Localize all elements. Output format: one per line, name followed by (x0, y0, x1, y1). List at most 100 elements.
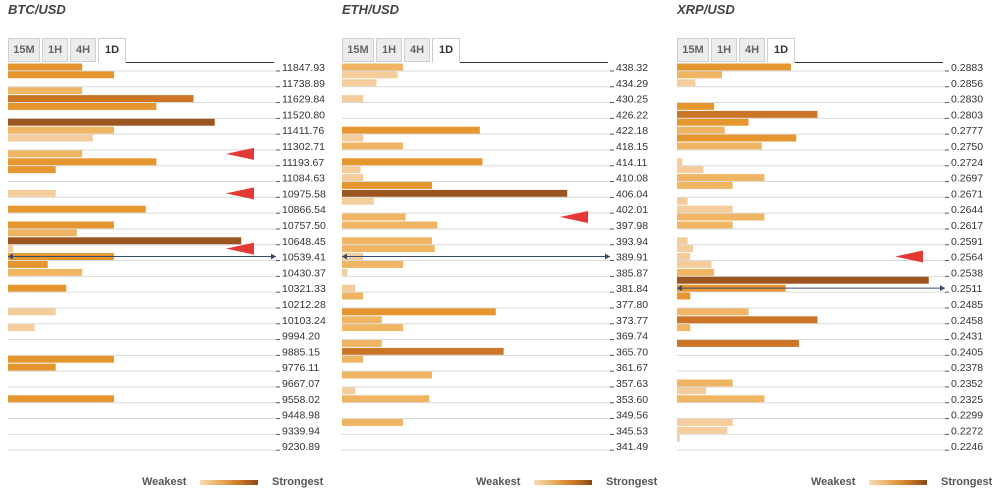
y-tick-label: 361.67 (616, 362, 648, 374)
tab-4h[interactable]: 4H (404, 38, 430, 62)
y-tick-label: 0.2352 (951, 378, 983, 390)
confluence-bar (8, 158, 157, 166)
confluence-bar (8, 268, 83, 276)
y-tick-label: 10975.58 (282, 188, 326, 200)
confluence-bar (677, 419, 733, 426)
confluence-bar (677, 158, 683, 166)
y-tick-label: 0.2511 (951, 283, 982, 295)
confluence-bar (342, 71, 398, 79)
y-tick-label: 393.94 (616, 236, 648, 248)
confluence-bar (342, 292, 364, 300)
confluence-bar (677, 253, 691, 260)
y-tick-label: 11302.71 (282, 141, 325, 153)
y-tick-label: 0.2697 (951, 173, 983, 185)
tab-15m[interactable]: 15M (8, 38, 40, 62)
y-tick-label: 426.22 (616, 109, 648, 121)
y-tick-label: 0.2883 (951, 62, 983, 74)
level-arrow (226, 187, 254, 200)
confluence-bar (342, 79, 377, 87)
confluence-bar (8, 245, 14, 253)
tab-1h[interactable]: 1H (42, 38, 68, 62)
confluence-bar (8, 189, 56, 197)
confluence-bar (677, 387, 707, 395)
confluence-bar (677, 308, 749, 316)
confluence-bar (342, 63, 403, 71)
confluence-bar (8, 166, 56, 174)
confluence-bar (677, 110, 818, 118)
y-tick-label: 0.2591 (951, 236, 983, 248)
confluence-bar (342, 308, 496, 316)
confluence-bar (8, 221, 114, 229)
confluence-bar (342, 387, 356, 395)
confluence-bar (342, 324, 403, 332)
eth-chart: 438.32 434.29 430.25 426.22 422.18 418.15 414.… (342, 62, 648, 453)
tab-4h[interactable]: 4H (739, 38, 765, 62)
confluence-bar (677, 324, 691, 332)
y-tick-label: 353.60 (616, 394, 648, 406)
tab-1d[interactable]: 1D (98, 38, 126, 63)
y-tick-label: 341.49 (616, 441, 648, 453)
current-price-marker-left (677, 285, 682, 292)
y-tick-label: 9448.98 (282, 410, 320, 422)
y-tick-label: 0.2830 (951, 94, 983, 106)
y-tick-label: 11738.89 (282, 78, 325, 90)
legend-weakest: Weakest (811, 476, 856, 488)
tab-1h[interactable]: 1H (711, 38, 737, 62)
tab-1d[interactable]: 1D (767, 38, 795, 63)
confluence-bar (677, 276, 929, 284)
confluence-bar (342, 237, 433, 245)
confluence-bar (677, 221, 733, 229)
confluence-bar (342, 189, 568, 197)
confluence-bar (342, 158, 483, 166)
y-tick-label: 11193.67 (282, 157, 324, 169)
y-tick-label: 10757.50 (282, 220, 326, 232)
legend-strongest: Strongest (272, 476, 324, 488)
panel-title: BTC/USD (8, 2, 66, 17)
panel-title: XRP/USD (677, 2, 735, 17)
confluence-bar (677, 245, 693, 253)
y-tick-label: 0.2272 (951, 425, 983, 437)
current-price-marker-left (342, 253, 347, 260)
legend-gradient (534, 480, 592, 485)
confluence-bar (677, 103, 715, 110)
tab-4h[interactable]: 4H (70, 38, 96, 62)
confluence-bar (677, 197, 688, 205)
confluence-bar (8, 118, 215, 126)
confluence-bar (8, 237, 242, 245)
y-tick-label: 0.2431 (951, 331, 983, 343)
y-tick-label: 11847.93 (282, 62, 325, 74)
panel-title: ETH/USD (342, 2, 400, 17)
eth-panel: ETH/USD 15M 1H 4H 1D 438.32 434.29 430.25 4… (342, 0, 662, 493)
confluence-bar (342, 316, 382, 324)
y-tick-label: 418.15 (616, 141, 648, 153)
legend-strongest: Strongest (606, 476, 658, 488)
y-tick-label: 0.2724 (951, 157, 983, 169)
confluence-bar (8, 284, 67, 292)
confluence-bar (677, 340, 799, 347)
confluence-bar (8, 134, 93, 142)
y-tick-label: 434.29 (616, 78, 648, 90)
y-tick-label: 0.2299 (951, 410, 983, 422)
current-price-marker-right (271, 253, 276, 260)
y-tick-label: 10539.41 (282, 252, 326, 264)
tab-15m[interactable]: 15M (342, 38, 374, 62)
tab-1d[interactable]: 1D (432, 38, 460, 63)
y-tick-label: 9885.15 (282, 346, 320, 358)
confluence-bar (8, 63, 83, 71)
tab-15m[interactable]: 15M (677, 38, 709, 62)
y-tick-label: 385.87 (616, 267, 648, 279)
btc-panel: BTC/USD 15M 1H 4H 1D 11847.93 11738.89 116… (8, 0, 328, 493)
confluence-bar (342, 261, 403, 268)
confluence-bar (342, 221, 438, 229)
tab-1h[interactable]: 1H (376, 38, 402, 62)
y-tick-label: 357.63 (616, 378, 648, 390)
confluence-bar (677, 237, 688, 245)
confluence-bar (677, 268, 715, 276)
current-price-marker-left (8, 253, 13, 260)
y-tick-label: 10212.28 (282, 299, 326, 311)
confluence-bar (342, 197, 374, 205)
y-tick-label: 406.04 (616, 188, 648, 200)
confluence-bar (8, 355, 114, 363)
y-tick-label: 0.2246 (951, 441, 983, 453)
y-tick-label: 11084.63 (282, 173, 325, 185)
